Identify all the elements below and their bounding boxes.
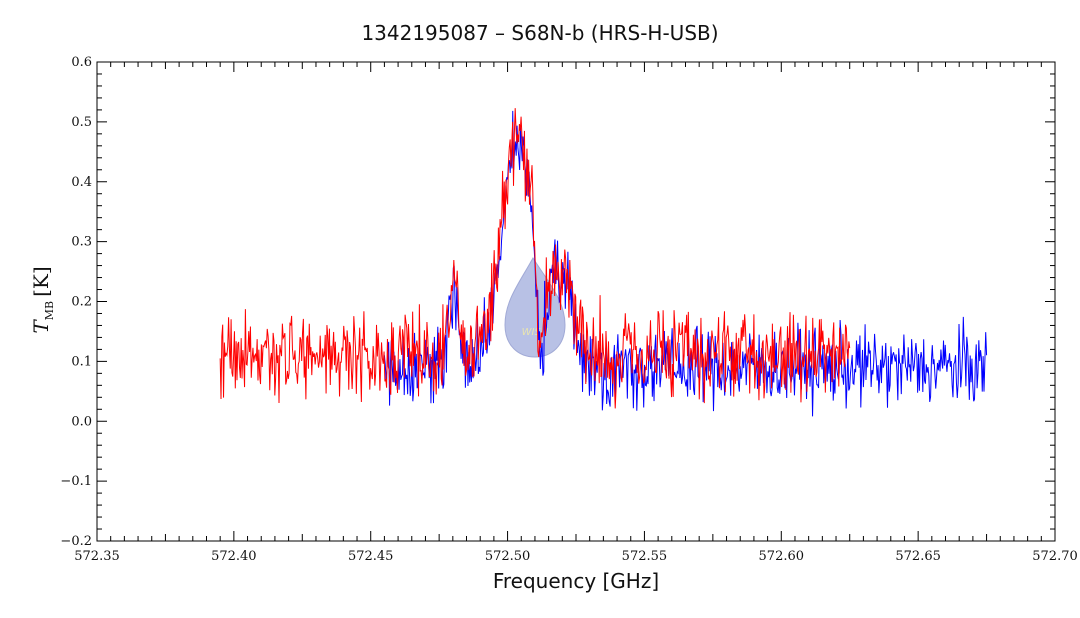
- spectrum-line-1: [219, 108, 851, 409]
- spectrum-line-0: [383, 110, 988, 417]
- y-axis-label: TMB [K]: [29, 266, 56, 333]
- y-tick-label: 0.1: [71, 354, 92, 369]
- x-tick-label: 572.45: [348, 549, 394, 564]
- y-tick-label: 0.0: [71, 414, 92, 429]
- y-tick-labels: −0.2 −0.1 0.0 0.1 0.2 0.3 0.4 0.5 0.6: [60, 55, 92, 549]
- y-tick-label: 0.4: [71, 175, 92, 190]
- y-tick-label: −0.2: [60, 534, 92, 549]
- wish-logo-text: WISH: [522, 327, 549, 338]
- y-tick-label: 0.2: [71, 295, 92, 310]
- y-axis-label-sub: MB: [43, 301, 56, 320]
- chart-title: 1342195087 – S68N-b (HRS-H-USB): [361, 21, 718, 45]
- x-tick-label: 572.35: [74, 549, 120, 564]
- svg-text:TMB[K]: TMB [K]: [29, 266, 56, 333]
- y-axis-label-unit: [K]: [29, 266, 53, 297]
- x-axis-label: Frequency [GHz]: [493, 569, 659, 593]
- axis-ticks: [96, 61, 1056, 542]
- y-tick-label: 0.6: [71, 55, 92, 70]
- x-tick-labels: 572.35 572.40 572.45 572.50 572.55 572.60 572.…: [74, 549, 1078, 564]
- y-tick-label: 0.3: [71, 235, 92, 250]
- y-axis-label-main: T: [29, 319, 53, 334]
- x-tick-label: 572.50: [485, 549, 531, 564]
- y-tick-label: −0.1: [60, 474, 92, 489]
- spectrum-series: [219, 108, 988, 417]
- y-tick-label: 0.5: [71, 115, 92, 130]
- x-tick-label: 572.70: [1032, 549, 1078, 564]
- x-tick-label: 572.60: [759, 549, 805, 564]
- x-tick-label: 572.40: [211, 549, 257, 564]
- x-tick-label: 572.65: [895, 549, 941, 564]
- x-tick-label: 572.55: [622, 549, 668, 564]
